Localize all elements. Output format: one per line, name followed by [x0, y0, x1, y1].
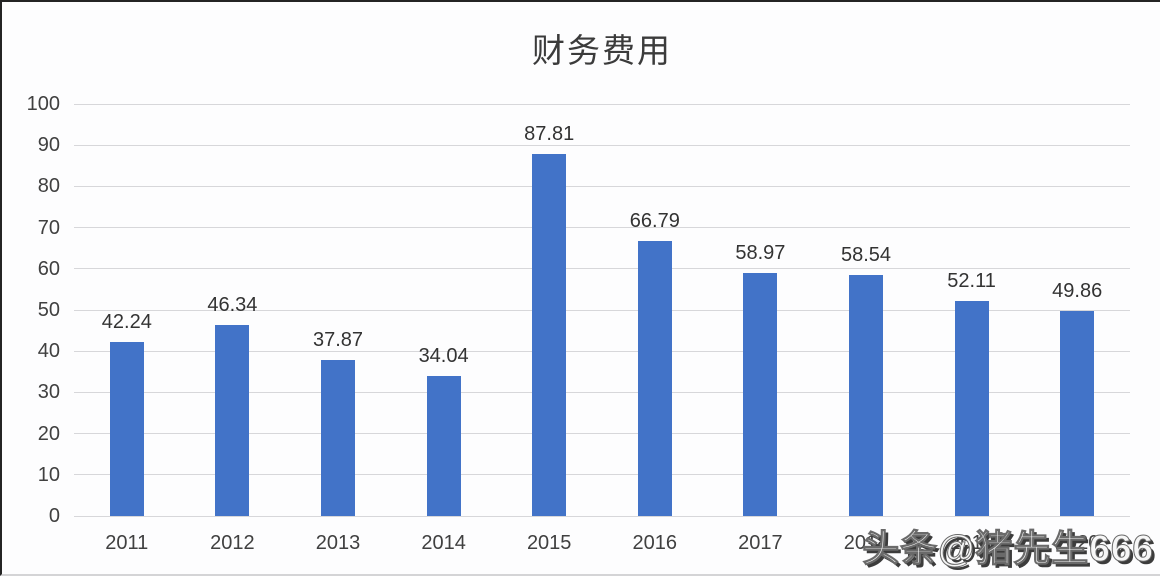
x-tick-label-2020: 2020	[1054, 532, 1100, 554]
bar-2020	[1060, 310, 1095, 516]
watermark: 头条@猪先生666	[862, 528, 1154, 570]
y-tick-label-90: 90	[37, 134, 60, 157]
gridline-y-80	[74, 185, 1130, 187]
x-tick-label-2018: 2018	[843, 532, 889, 554]
bar-2017	[743, 273, 778, 516]
gridline-y-0	[74, 515, 1130, 517]
bar-value-label-2012: 46.34	[207, 294, 258, 317]
bar-value-label-2014: 34.04	[418, 344, 469, 367]
gridline-y-90	[74, 144, 1130, 146]
y-tick-label-30: 30	[37, 381, 60, 404]
y-tick-label-20: 20	[37, 422, 60, 445]
x-tick-label-2015: 2015	[526, 532, 572, 554]
x-tick-label-2012: 2012	[210, 532, 255, 554]
bar-value-label-2013: 37.87	[312, 328, 364, 351]
gridline-y-100	[74, 103, 1130, 105]
y-tick-label-50: 50	[37, 299, 60, 321]
bar-value-label-2015: 87.81	[524, 123, 575, 146]
gridline-y-30	[74, 391, 1130, 393]
bar-2015	[532, 154, 567, 516]
bar-value-label-2016: 66.79	[629, 209, 680, 232]
bar-2016	[637, 240, 672, 516]
bar-value-label-2018: 58.54	[840, 243, 892, 266]
x-tick-label-2017: 2017	[738, 532, 783, 554]
bar-value-label-2019: 52.11	[947, 270, 996, 293]
chart-title: 财务费用	[532, 32, 672, 69]
y-tick-label-80: 80	[37, 175, 60, 198]
y-tick-label-100: 100	[26, 93, 60, 115]
gridline-y-50	[74, 309, 1130, 311]
gridline-y-20	[74, 433, 1130, 435]
bar-value-label-2020: 49.86	[1052, 279, 1103, 302]
gridline-y-70	[74, 227, 1130, 229]
x-tick-label-2011: 2011	[105, 532, 149, 554]
x-tick-label-2019: 2019	[949, 532, 994, 554]
bar-2019	[954, 301, 989, 516]
y-tick-label-40: 40	[37, 340, 60, 363]
bar-2012	[215, 325, 250, 516]
y-tick-label-60: 60	[37, 257, 60, 280]
y-tick-label-0: 0	[48, 505, 60, 527]
plot-area: 42.24 46.34 37.87 34.04 87.81 66.79 58.97 58.54…	[74, 103, 1130, 517]
gridline-y-60	[74, 268, 1130, 270]
bar-2013	[321, 359, 355, 516]
x-tick-label-2016: 2016	[632, 532, 678, 554]
y-tick-label-10: 10	[37, 463, 60, 486]
y-tick-label-70: 70	[37, 216, 60, 239]
gridline-y-40	[74, 350, 1130, 352]
bar-2014	[426, 375, 461, 516]
bar-value-label-2017: 58.97	[735, 242, 786, 265]
gridline-y-10	[74, 474, 1130, 476]
x-tick-label-2013: 2013	[315, 532, 361, 554]
bar-2011	[109, 341, 144, 516]
x-tick-label-2014: 2014	[421, 532, 466, 554]
bar-value-label-2011: 42.24	[101, 310, 152, 333]
bar-2018	[849, 274, 883, 516]
